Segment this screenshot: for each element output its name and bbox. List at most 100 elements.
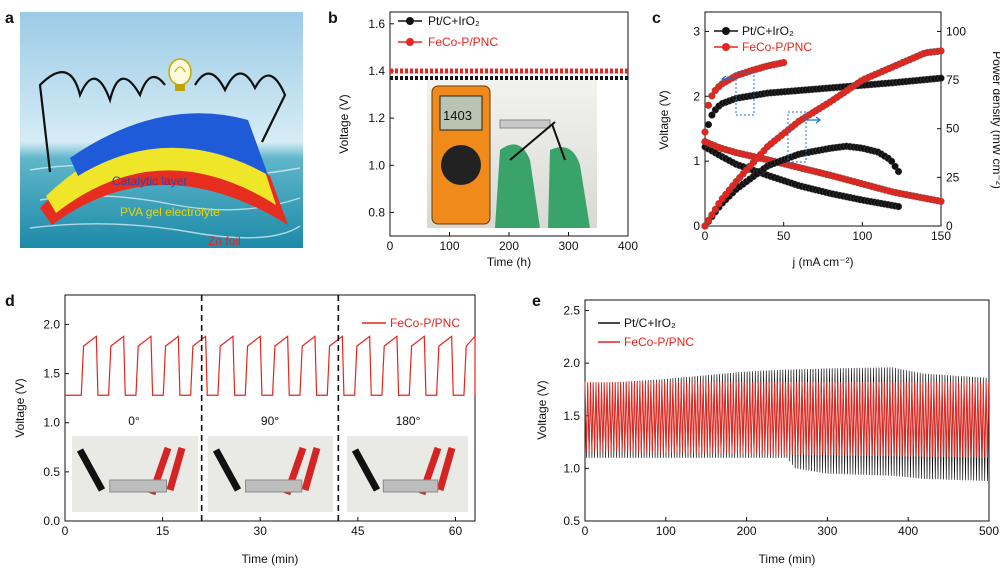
c-xlabel: j (mA cm⁻²) (792, 255, 854, 269)
bend-photo-1 (208, 436, 333, 512)
d-xlabel: Time (min) (242, 552, 299, 566)
plot-frame-d (64, 294, 476, 522)
legend-pt-c: Pt/C+IrO₂ (428, 14, 480, 28)
x-tick-label: 200 (737, 524, 757, 538)
light-bulb-icon (168, 58, 192, 91)
c-marker (715, 200, 723, 208)
multimeter-reading: 1403 (443, 108, 472, 123)
c-marker (891, 162, 899, 170)
x-tick-label: 0 (582, 524, 589, 538)
multimeter-screen (439, 95, 483, 131)
y-tick-label: 1.2 (368, 111, 385, 125)
x-tick-label: 50 (777, 229, 791, 243)
multimeter-photo: 1403 (427, 80, 597, 228)
legend-feco: FeCo-P/PNC (390, 316, 460, 330)
x-tick-label: 100 (656, 524, 676, 538)
c-marker (888, 157, 896, 165)
x-tick-label: 300 (558, 239, 578, 253)
label-pva-gel: PVA gel electrolyte (120, 205, 220, 219)
c-marker (708, 211, 716, 219)
guide-arrow-left (721, 75, 736, 83)
angle-label-0: 0° (128, 414, 140, 428)
y2-tick-label: 75 (946, 73, 960, 87)
c-marker (704, 120, 713, 129)
angle-label-180: 180° (396, 414, 421, 428)
y-tick-label: 1.5 (563, 409, 580, 423)
multimeter-dial (441, 145, 481, 185)
y-tick-label: 1.0 (563, 461, 580, 475)
c-marker (704, 101, 713, 109)
e-ylabel: Voltage (V) (535, 380, 549, 439)
x-tick-label: 100 (439, 239, 459, 253)
x-tick-label: 150 (931, 229, 951, 243)
x-tick-label: 15 (156, 524, 170, 538)
y-tick-label: 1.6 (368, 17, 385, 31)
b-legend: Pt/C+IrO₂ FeCo-P/PNC (398, 14, 498, 49)
y-tick-label: 0.8 (368, 205, 385, 219)
d-ylabel: Voltage (V) (13, 378, 27, 437)
y-tick-label: 1.4 (368, 64, 385, 78)
x-tick-label: 400 (898, 524, 918, 538)
x-tick-label: 400 (618, 239, 638, 253)
panel-letter-c: c (652, 10, 661, 27)
x-tick-label: 45 (351, 524, 365, 538)
panel-letter-e: e (532, 293, 541, 310)
y-tick-label: 1.0 (368, 158, 385, 172)
y-tick-label: 2.0 (563, 356, 580, 370)
bend-photo-0 (72, 436, 198, 512)
legend-pt-c: Pt/C+IrO₂ (742, 24, 794, 38)
angle-label-90: 90° (261, 414, 279, 428)
battery-strip (499, 119, 551, 129)
y-tick-label: 1.5 (43, 367, 60, 381)
c-marker (780, 58, 788, 67)
legend-feco: FeCo-P/PNC (624, 335, 694, 349)
y-tick-label: 2.5 (563, 304, 580, 318)
y-tick-label: 0.5 (43, 465, 60, 479)
y-tick-label: 0 (693, 219, 700, 233)
c-marker (894, 202, 903, 211)
connection-wire (38, 71, 287, 173)
plot-frame-e (584, 299, 990, 522)
y2-tick-label: 50 (946, 122, 960, 136)
c-marker (937, 197, 945, 205)
x-tick-label: 30 (254, 524, 268, 538)
y-tick-label: 2.0 (43, 317, 60, 331)
guide-box-charge (735, 72, 755, 116)
c-marker (937, 74, 945, 82)
panel-d: d 0 15 30 45 60 0.0 0.5 1.0 1.5 2.0 FeCo-P/PNC 0°… (5, 293, 476, 566)
d-axis-ticks: 0 15 30 45 60 0.0 0.5 1.0 1.5 2.0 (43, 317, 462, 538)
y2-tick-label: 0 (946, 219, 953, 233)
e-series-red (584, 382, 990, 458)
c-marker (701, 222, 709, 230)
c-marker (701, 128, 709, 136)
y-tick-label: 0.5 (563, 514, 580, 528)
e-legend: Pt/C+IrO₂ FeCo-P/PNC (598, 316, 694, 349)
x-tick-label: 0 (702, 229, 709, 243)
c-ylabel: Voltage (V) (657, 90, 671, 149)
x-tick-label: 200 (499, 239, 519, 253)
x-tick-label: 300 (817, 524, 837, 538)
y2-tick-label: 100 (946, 24, 966, 38)
d-bending-photos (72, 436, 468, 512)
c-marker (704, 216, 713, 225)
y2-tick-label: 25 (946, 170, 960, 184)
e-series-black (584, 367, 990, 482)
c-marker (937, 47, 945, 55)
y-tick-label: 1.0 (43, 416, 60, 430)
panel-e: e 0 100 200 300 400 500 0.5 1.0 1.5 2.0 2.5 Pt/C+I… (532, 293, 999, 566)
d-dividers (200, 295, 340, 521)
panel-letter-a: a (5, 10, 14, 27)
y-tick-label: 0.0 (43, 514, 60, 528)
x-tick-label: 60 (449, 524, 463, 538)
b-xlabel: Time (h) (487, 255, 531, 269)
legend-feco: FeCo-P/PNC (428, 35, 498, 49)
d-series-line (65, 334, 476, 396)
panel-a: Catalytic layer PVA gel electrolyte Zn f… (5, 10, 303, 248)
c-marker (708, 111, 716, 119)
label-zn-foil: Zn foil (208, 234, 241, 248)
x-tick-label: 500 (979, 524, 999, 538)
glove-hand-left (495, 144, 540, 228)
x-tick-label: 100 (852, 229, 872, 243)
